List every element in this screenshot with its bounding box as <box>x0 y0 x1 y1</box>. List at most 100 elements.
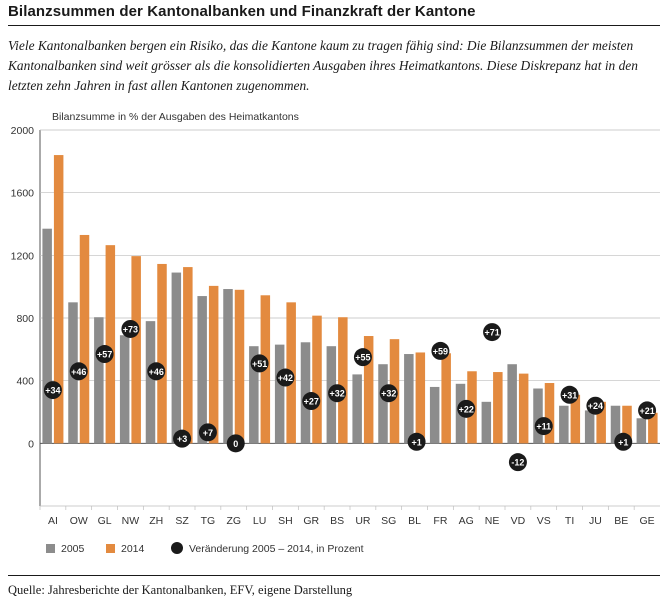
bar-2014-ZG <box>234 289 245 444</box>
change-marker-AI <box>43 381 62 400</box>
y-tick-label: 1200 <box>11 250 35 262</box>
change-label-LU: +51 <box>252 359 267 369</box>
bar-2005-FR <box>429 386 440 444</box>
change-label-AI: +34 <box>45 386 60 396</box>
bar-2014-BS <box>338 317 348 444</box>
change-marker-JU <box>586 396 605 415</box>
x-tick-label: BE <box>614 515 628 527</box>
change-label-BL: +1 <box>411 437 421 447</box>
bar-2005-UR <box>352 374 362 444</box>
bar-2014-TI <box>570 394 581 444</box>
change-marker-NW <box>121 319 140 338</box>
bar-2005-GR <box>300 342 311 444</box>
chart-title: Bilanzsummen der Kantonalbanken und Fina… <box>8 3 476 20</box>
change-label-TG: +7 <box>203 428 213 438</box>
change-label-NE: +71 <box>484 328 499 338</box>
legend-swatch-change <box>171 542 183 554</box>
change-label-OW: +46 <box>71 367 86 377</box>
x-tick-label: SH <box>278 515 293 527</box>
legend-swatch-2005 <box>46 544 55 553</box>
change-label-VS: +11 <box>536 422 551 432</box>
bar-2014-GE <box>648 412 658 444</box>
x-tick-label: UR <box>355 515 371 527</box>
bar-2005-NE <box>481 401 492 444</box>
source-note: Quelle: Jahresberichte der Kantonalbanke… <box>8 583 353 597</box>
y-tick-label: 1600 <box>11 188 35 200</box>
y-tick-label: 0 <box>28 438 34 450</box>
change-label-UR: +55 <box>355 353 370 363</box>
change-marker-TI <box>560 385 579 404</box>
x-tick-label: VD <box>511 515 526 527</box>
x-tick-label: TG <box>201 515 216 527</box>
change-marker-SG <box>379 384 398 403</box>
change-label-BS: +32 <box>329 389 344 399</box>
change-marker-GE <box>638 401 657 420</box>
x-tick-label: TI <box>565 515 574 527</box>
x-tick-label: OW <box>70 515 88 527</box>
y-tick-label: 2000 <box>11 125 35 137</box>
bar-2014-ZH <box>157 263 167 444</box>
x-tick-label: AG <box>459 515 474 527</box>
change-marker-VS <box>534 417 553 436</box>
x-tick-label: GL <box>98 515 112 527</box>
bar-2005-SZ <box>171 272 182 444</box>
legend-label-2014: 2014 <box>121 543 145 555</box>
change-marker-SZ <box>173 429 192 448</box>
change-label-TI: +31 <box>562 390 577 400</box>
legend-label-change: Veränderung 2005 – 2014, in Prozent <box>189 543 364 555</box>
bar-2014-GL <box>105 245 116 444</box>
bar-2005-VS <box>533 388 543 444</box>
bar-2005-SH <box>274 344 285 444</box>
bar-2005-SG <box>378 364 388 444</box>
change-marker-LU <box>250 354 269 373</box>
legend-swatch-2014 <box>106 544 115 553</box>
x-tick-label: GR <box>303 515 319 527</box>
change-label-ZH: +46 <box>149 367 164 377</box>
change-marker-AG <box>457 399 476 418</box>
bar-2005-BE <box>610 405 621 444</box>
change-marker-ZG <box>226 434 245 453</box>
x-tick-label: GE <box>639 515 654 527</box>
bar-2014-AI <box>53 155 64 444</box>
chart-subtitle: Viele Kantonalbanken bergen ein Risiko, … <box>8 38 638 93</box>
change-label-JU: +24 <box>588 401 603 411</box>
change-marker-GR <box>302 392 321 411</box>
change-marker-NE <box>483 323 502 342</box>
bar-2014-BE <box>622 405 632 444</box>
change-label-VD: -12 <box>511 458 524 468</box>
bar-2005-TG <box>197 296 207 444</box>
bar-2005-JU <box>584 410 595 444</box>
x-tick-label: NE <box>485 515 500 527</box>
change-label-GR: +27 <box>304 397 319 407</box>
change-marker-SH <box>276 368 295 387</box>
change-marker-UR <box>353 348 372 367</box>
bar-2014-FR <box>441 353 451 444</box>
change-marker-BL <box>407 432 426 451</box>
bar-2005-ZG <box>223 289 233 444</box>
change-marker-ZH <box>147 362 166 381</box>
bar-2014-UR <box>363 336 374 444</box>
x-tick-label: VS <box>537 515 551 527</box>
x-tick-label: ZH <box>149 515 163 527</box>
legend-label-2005: 2005 <box>61 543 85 555</box>
change-label-GE: +21 <box>639 406 654 416</box>
change-label-NW: +73 <box>123 324 138 334</box>
change-marker-BE <box>614 432 633 451</box>
y-tick-label: 800 <box>16 313 34 325</box>
bar-2014-TG <box>208 285 219 444</box>
y-tick-label: 400 <box>16 376 34 388</box>
change-label-SG: +32 <box>381 389 396 399</box>
bar-2014-SZ <box>183 267 193 444</box>
bar-2005-LU <box>249 346 259 444</box>
bar-2014-NE <box>493 372 503 444</box>
bar-2005-TI <box>559 405 569 444</box>
x-tick-label: AI <box>48 515 58 527</box>
bar-2014-VD <box>518 373 529 444</box>
change-marker-OW <box>69 362 88 381</box>
x-tick-label: SG <box>381 515 396 527</box>
change-marker-GL <box>95 345 114 364</box>
change-label-FR: +59 <box>433 346 448 356</box>
x-tick-label: FR <box>433 515 447 527</box>
change-marker-BS <box>328 384 347 403</box>
